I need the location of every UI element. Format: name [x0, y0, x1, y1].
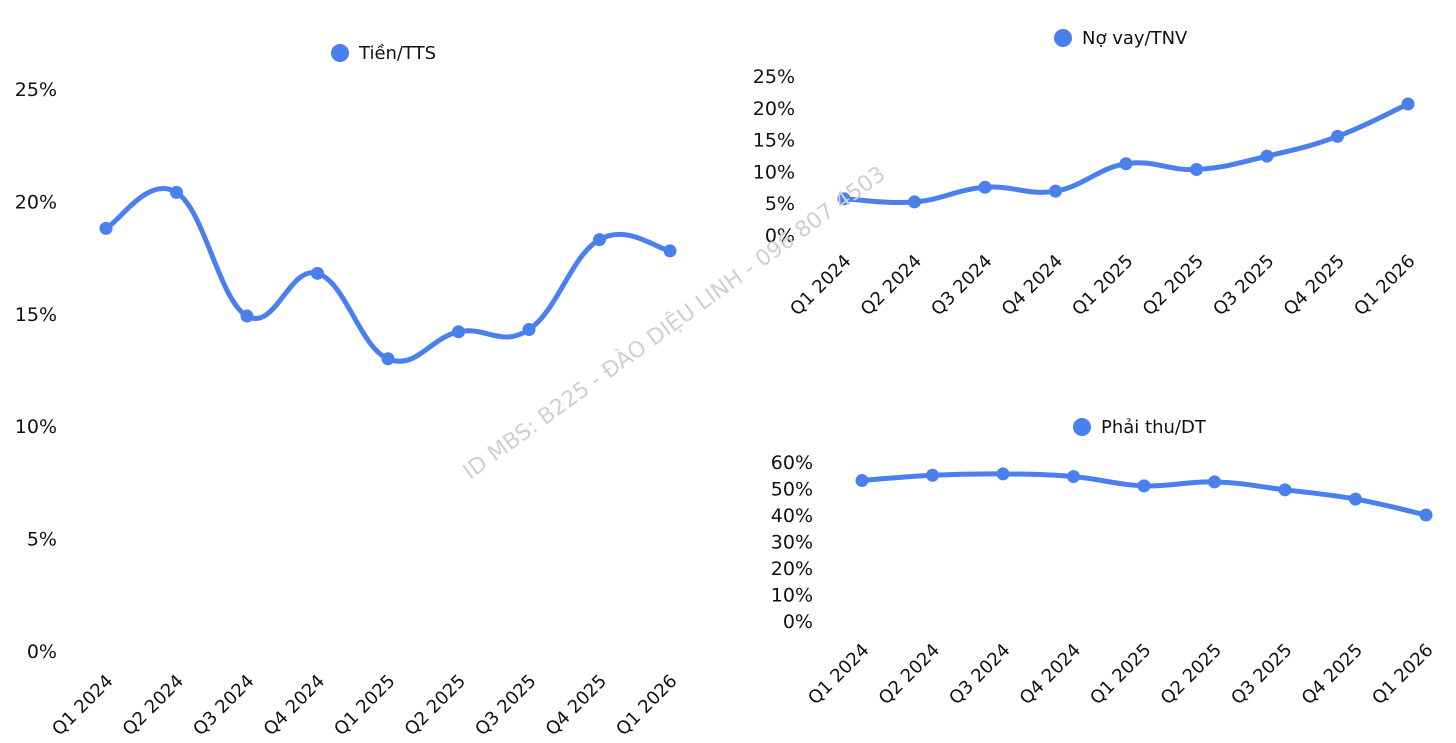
x-tick-label: Q1 2024: [804, 640, 873, 709]
data-point: [1260, 149, 1274, 163]
x-tick-label: Q3 2024: [945, 640, 1014, 709]
y-tick-label: 40%: [771, 505, 813, 527]
data-point: [1349, 492, 1362, 506]
data-point: [170, 185, 183, 199]
x-tick-label: Q4 2025: [542, 671, 611, 740]
data-point: [593, 233, 606, 247]
data-point: [926, 468, 939, 482]
x-tick-label: Q4 2025: [1298, 640, 1367, 709]
y-tick-label: 10%: [753, 161, 795, 183]
y-tick-label: 0%: [27, 641, 57, 663]
x-tick-label: Q1 2026: [1350, 251, 1419, 320]
y-tick-label: 10%: [15, 416, 57, 438]
x-tick-label: Q2 2025: [1157, 640, 1226, 709]
legend-marker: [1073, 418, 1091, 436]
data-point: [311, 266, 324, 280]
x-tick-label: Q3 2024: [189, 671, 258, 740]
data-point: [978, 180, 992, 194]
y-tick-label: 60%: [771, 452, 813, 474]
x-tick-label: Q1 2026: [1368, 640, 1437, 709]
data-point: [381, 352, 395, 366]
watermark: ID MBS: B225 - ĐÀO DIỆU LINH - 096 807 4…: [458, 161, 890, 485]
data-point: [1401, 97, 1415, 111]
legend-marker: [1054, 29, 1072, 47]
data-point: [522, 323, 536, 337]
x-tick-label: Q2 2025: [1139, 251, 1208, 320]
x-tick-label: Q1 2024: [786, 251, 855, 320]
y-tick-label: 15%: [753, 130, 795, 152]
y-tick-label: 5%: [27, 529, 57, 551]
legend-marker: [331, 44, 349, 62]
x-tick-label: Q3 2025: [1227, 640, 1296, 709]
data-point: [1419, 508, 1433, 522]
data-point: [1119, 157, 1133, 171]
y-tick-label: 30%: [771, 532, 813, 554]
y-tick-label: 50%: [771, 479, 813, 501]
x-tick-label: Q2 2024: [857, 251, 926, 320]
x-tick-label: Q1 2025: [330, 671, 399, 740]
data-point: [240, 309, 254, 323]
y-tick-label: 20%: [753, 98, 795, 120]
x-tick-label: Q1 2024: [48, 671, 117, 740]
x-tick-label: Q3 2024: [927, 251, 996, 320]
series-line: [103, 186, 673, 364]
y-tick-label: 20%: [771, 558, 813, 580]
chart-debt-to-equity: 0%5%10%15%20%25%Q1 2024 Q2 2024 Q3 2024 Q4 …: [753, 28, 1420, 320]
data-point: [855, 474, 869, 488]
x-tick-label: Q3 2025: [1209, 251, 1278, 320]
x-tick-label: Q4 2024: [1016, 640, 1085, 709]
data-point: [99, 221, 113, 235]
y-tick-label: 15%: [15, 304, 57, 326]
data-point: [663, 244, 677, 258]
x-tick-label: Q4 2025: [1280, 251, 1349, 320]
y-tick-label: 10%: [771, 585, 813, 607]
data-point: [1278, 483, 1292, 497]
x-tick-label: Q4 2024: [998, 251, 1067, 320]
legend-label: Nợ vay/TNV: [1082, 28, 1188, 49]
data-point: [908, 195, 921, 209]
y-tick-label: 20%: [15, 191, 57, 213]
x-tick-label: Q2 2025: [401, 671, 470, 740]
series-line: [841, 101, 1411, 206]
y-tick-label: 0%: [783, 611, 813, 633]
y-tick-label: 25%: [15, 79, 57, 101]
y-tick-label: 0%: [765, 225, 795, 247]
data-point: [1049, 184, 1062, 198]
x-tick-label: Q1 2025: [1068, 251, 1137, 320]
data-point: [1190, 162, 1203, 176]
y-tick-label: 25%: [753, 66, 795, 88]
x-tick-label: Q1 2026: [612, 671, 681, 740]
data-point: [996, 467, 1010, 481]
chart-receivables-to-revenue: 0%10%20%30%40%50%60%Q1 2024 Q2 2024 Q3 202…: [771, 417, 1438, 709]
x-tick-label: Q1 2025: [1086, 640, 1155, 709]
data-point: [452, 325, 465, 339]
legend-label: Tiền/TTS: [358, 43, 436, 64]
legend-label: Phải thu/DT: [1101, 417, 1207, 438]
y-tick-label: 5%: [765, 193, 795, 215]
data-point: [1331, 129, 1344, 143]
data-point: [1067, 470, 1080, 484]
x-tick-label: Q2 2024: [119, 671, 188, 740]
data-point: [837, 192, 851, 206]
x-tick-label: Q4 2024: [260, 671, 329, 740]
x-tick-label: Q3 2025: [471, 671, 540, 740]
x-tick-label: Q2 2024: [875, 640, 944, 709]
data-point: [1137, 479, 1151, 493]
data-point: [1208, 475, 1221, 489]
